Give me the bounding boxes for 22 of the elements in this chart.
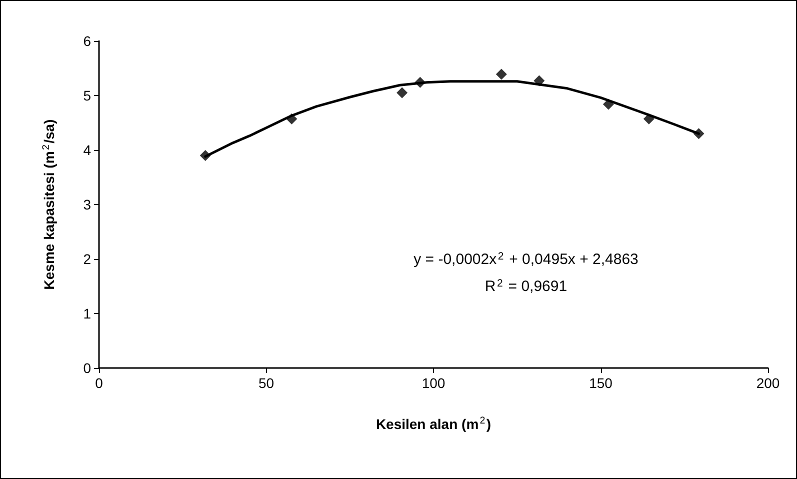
x-tick-label: 100	[422, 375, 446, 391]
y-tick-label: 6	[83, 33, 92, 49]
y-tick-label: 3	[83, 196, 92, 212]
x-tick-label: 150	[589, 375, 613, 391]
point	[496, 68, 507, 80]
point	[602, 98, 614, 110]
point	[286, 113, 298, 124]
y-tick-label: 0	[83, 360, 92, 376]
x-tick-label: 0	[95, 375, 104, 391]
point	[534, 75, 545, 86]
y-tick-label: 4	[83, 142, 92, 158]
point	[693, 128, 704, 140]
point	[200, 150, 211, 161]
point	[414, 76, 426, 88]
x-tick-label: 50	[258, 375, 274, 391]
point	[643, 113, 654, 124]
y-axis-title: Kesme kapasitesi (m2/sa)	[40, 119, 58, 290]
y-tick-label: 5	[83, 88, 92, 104]
point	[396, 87, 408, 98]
y-tick-label: 1	[83, 306, 92, 322]
y-tick-label: 2	[83, 251, 92, 267]
x-tick-label: 200	[756, 375, 780, 391]
